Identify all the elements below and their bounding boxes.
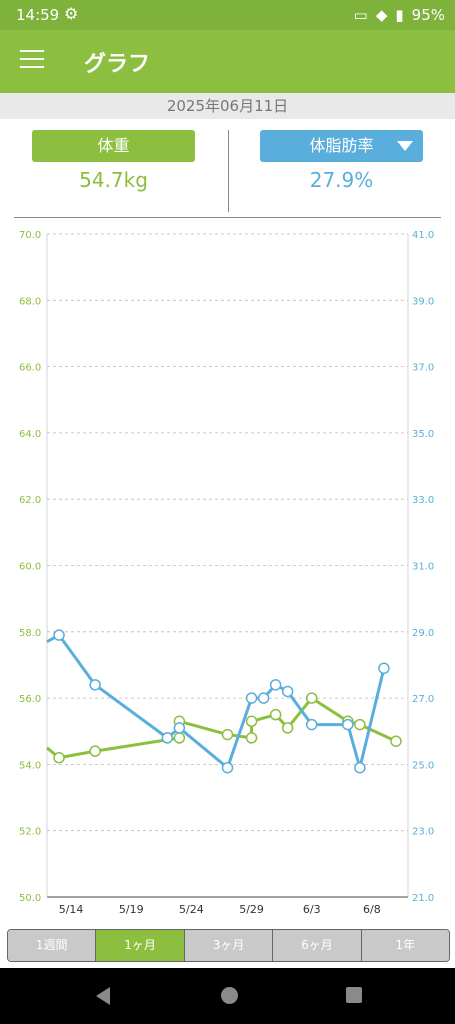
y-left-tick: 52.0 bbox=[19, 827, 41, 838]
header-divider bbox=[14, 217, 441, 218]
series-1-point bbox=[378, 662, 390, 675]
y-left-tick: 54.0 bbox=[19, 760, 41, 771]
status-icons: ▭ ◆ ▮ 95% bbox=[354, 6, 445, 24]
y-left-tick: 50.0 bbox=[19, 893, 41, 904]
back-icon[interactable] bbox=[96, 987, 110, 1005]
x-tick-label: 6/8 bbox=[363, 903, 381, 916]
series-0-point bbox=[221, 728, 234, 741]
battery-level: 95% bbox=[411, 6, 445, 24]
series-0-point bbox=[281, 722, 294, 734]
tab-4[interactable]: 1年 bbox=[361, 930, 449, 961]
y-right-tick: 37.0 bbox=[412, 363, 434, 374]
series-0-point bbox=[53, 752, 65, 764]
triangle-down-icon bbox=[397, 141, 413, 151]
weight-label-button[interactable]: 体重 bbox=[32, 130, 195, 162]
body-fat-metric: 体脂肪率 27.9% bbox=[260, 130, 423, 192]
series-1-point bbox=[53, 629, 65, 641]
body-fat-dropdown[interactable]: 体脂肪率 bbox=[260, 130, 423, 162]
y-right-tick: 21.0 bbox=[412, 893, 434, 904]
series-0-point bbox=[89, 745, 101, 757]
y-right-tick: 27.0 bbox=[412, 694, 434, 705]
y-left-tick: 56.0 bbox=[19, 694, 41, 705]
series-0-point bbox=[173, 732, 186, 744]
tab-3[interactable]: 6ヶ月 bbox=[273, 930, 362, 961]
series-0-point bbox=[354, 718, 366, 731]
y-left-tick: 70.0 bbox=[19, 230, 41, 241]
y-left-tick: 58.0 bbox=[19, 628, 41, 639]
y-right-tick: 23.0 bbox=[412, 827, 434, 838]
series-1-point bbox=[173, 722, 186, 734]
metric-divider bbox=[228, 130, 229, 212]
y-right-tick: 41.0 bbox=[412, 230, 434, 241]
status-bar: 14:59 ⚙ ▭ ◆ ▮ 95% bbox=[0, 0, 455, 30]
y-right-tick: 25.0 bbox=[412, 760, 434, 771]
gear-icon: ⚙ bbox=[64, 4, 79, 23]
series-1-point bbox=[281, 685, 294, 698]
weight-bodyfat-chart: 70.0 68.0 66.0 64.0 62.0 60.0 58.0 56.0 54.0 52.0… bbox=[0, 218, 455, 923]
series-1-point bbox=[354, 761, 366, 774]
series-1-point bbox=[305, 718, 318, 731]
tab-2[interactable]: 3ヶ月 bbox=[184, 930, 274, 961]
series-0-point bbox=[245, 715, 258, 728]
x-tick-label: 6/3 bbox=[303, 903, 321, 916]
tab-1[interactable]: 1ヶ月 bbox=[96, 930, 185, 961]
home-icon[interactable] bbox=[221, 987, 238, 1004]
y-left-tick: 64.0 bbox=[19, 429, 41, 440]
chart-svg: 70.0 68.0 66.0 64.0 62.0 60.0 58.0 56.0 54.0 52.0… bbox=[19, 230, 434, 916]
y-right-tick: 35.0 bbox=[412, 429, 434, 440]
series-1-point bbox=[221, 761, 234, 774]
y-right-tick: 39.0 bbox=[412, 296, 434, 307]
series-0-point bbox=[245, 732, 258, 744]
y-left-tick: 68.0 bbox=[19, 296, 41, 307]
series-line-1 bbox=[46, 633, 386, 770]
body-fat-value: 27.9% bbox=[309, 168, 374, 192]
series-1-point bbox=[342, 718, 354, 731]
date-label: 2025年06月11日 bbox=[0, 93, 455, 119]
x-tick-label: 5/19 bbox=[119, 903, 144, 916]
system-nav-bar bbox=[0, 968, 455, 1024]
page-title: グラフ bbox=[84, 52, 151, 77]
y-left-tick: 62.0 bbox=[19, 495, 41, 506]
recent-apps-icon[interactable] bbox=[346, 987, 362, 1003]
series-0-point bbox=[305, 692, 318, 704]
x-tick-label: 5/29 bbox=[239, 903, 264, 916]
tab-0[interactable]: 1週間 bbox=[8, 930, 97, 961]
y-right-tick: 29.0 bbox=[412, 628, 434, 639]
y-right-tick: 31.0 bbox=[412, 562, 434, 573]
weight-metric: 体重 54.7kg bbox=[32, 130, 195, 192]
weight-value: 54.7kg bbox=[79, 168, 148, 192]
cast-icon: ▭ bbox=[353, 6, 368, 24]
x-tick-label: 5/14 bbox=[59, 903, 84, 916]
series-0-point bbox=[269, 708, 282, 721]
series-1-point bbox=[161, 732, 174, 744]
series-0-point bbox=[390, 735, 402, 747]
y-right-tick: 33.0 bbox=[412, 495, 434, 506]
hamburger-menu-icon[interactable] bbox=[20, 50, 44, 70]
period-tabs: 1週間 1ヶ月 3ヶ月 6ヶ月 1年 bbox=[7, 929, 450, 962]
wifi-icon: ◆ bbox=[375, 6, 388, 24]
status-time: 14:59 bbox=[16, 6, 60, 24]
x-tick-label: 5/24 bbox=[179, 903, 204, 916]
series-line-0 bbox=[46, 696, 397, 760]
series-1-point bbox=[269, 679, 282, 691]
series-1-point bbox=[245, 692, 258, 704]
series-1-point bbox=[257, 692, 270, 704]
battery-icon: ▮ bbox=[395, 6, 404, 24]
series-1-point bbox=[89, 679, 101, 691]
y-left-tick: 66.0 bbox=[19, 363, 41, 374]
app-bar: グラフ bbox=[0, 30, 455, 93]
y-left-tick: 60.0 bbox=[19, 562, 41, 573]
body-fat-label: 体脂肪率 bbox=[309, 136, 374, 155]
